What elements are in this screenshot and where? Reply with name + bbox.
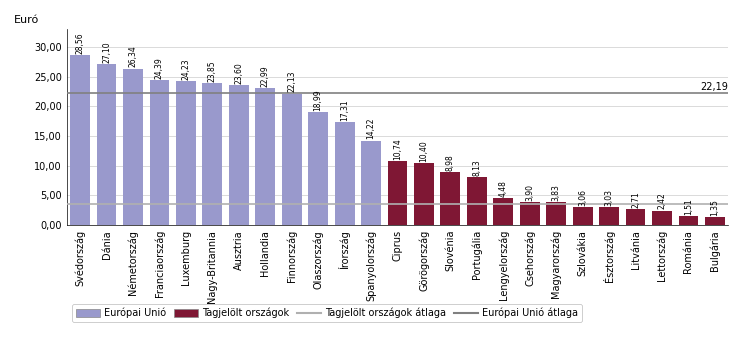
- Text: 24,39: 24,39: [155, 57, 164, 79]
- Bar: [123, 69, 143, 225]
- Bar: [414, 163, 434, 225]
- Bar: [70, 56, 90, 225]
- Text: 1,35: 1,35: [710, 199, 719, 216]
- Text: 24,23: 24,23: [181, 58, 190, 80]
- Text: 10,74: 10,74: [393, 138, 402, 160]
- Bar: [493, 199, 513, 225]
- Text: 8,13: 8,13: [473, 159, 481, 176]
- Text: 22,13: 22,13: [288, 71, 296, 93]
- Bar: [361, 140, 381, 225]
- Bar: [705, 217, 725, 225]
- Text: 23,85: 23,85: [208, 61, 217, 82]
- Text: 3,90: 3,90: [525, 184, 534, 201]
- Text: 3,06: 3,06: [578, 189, 587, 206]
- Text: 2,71: 2,71: [631, 191, 640, 208]
- Bar: [441, 172, 461, 225]
- Bar: [573, 207, 593, 225]
- Bar: [520, 202, 539, 225]
- Bar: [388, 161, 407, 225]
- Text: 2,42: 2,42: [658, 193, 666, 209]
- Bar: [256, 89, 275, 225]
- Text: 14,22: 14,22: [366, 118, 375, 139]
- Bar: [546, 202, 566, 225]
- Text: 8,98: 8,98: [446, 154, 455, 171]
- Bar: [334, 122, 354, 225]
- Text: 22,19: 22,19: [700, 82, 728, 92]
- Bar: [626, 209, 646, 225]
- Bar: [97, 64, 117, 225]
- Bar: [678, 216, 698, 225]
- Text: 3,03: 3,03: [605, 189, 614, 206]
- Bar: [467, 177, 487, 225]
- Text: 10,40: 10,40: [420, 140, 429, 162]
- Bar: [176, 81, 196, 225]
- Text: Euró: Euró: [14, 15, 39, 25]
- Text: 1,51: 1,51: [684, 198, 693, 215]
- Text: 4,48: 4,48: [499, 180, 507, 197]
- Bar: [282, 94, 302, 225]
- Bar: [308, 112, 328, 225]
- Bar: [599, 207, 619, 225]
- Bar: [652, 211, 672, 225]
- Text: 22,99: 22,99: [261, 66, 270, 87]
- Legend: Európai Unió, Tagjelölt országok, Tagjelölt országok átlaga, Európai Unió átlaga: Európai Unió, Tagjelölt országok, Tagjel…: [72, 304, 582, 322]
- Text: 17,31: 17,31: [340, 99, 349, 121]
- Bar: [229, 85, 249, 225]
- Text: 3,83: 3,83: [552, 184, 561, 201]
- Text: 27,10: 27,10: [102, 41, 111, 63]
- Text: 26,34: 26,34: [129, 46, 137, 68]
- Bar: [149, 80, 169, 225]
- Text: 23,60: 23,60: [234, 62, 243, 84]
- Text: 28,56: 28,56: [76, 33, 85, 54]
- Bar: [202, 83, 222, 225]
- Text: 18,99: 18,99: [314, 89, 322, 111]
